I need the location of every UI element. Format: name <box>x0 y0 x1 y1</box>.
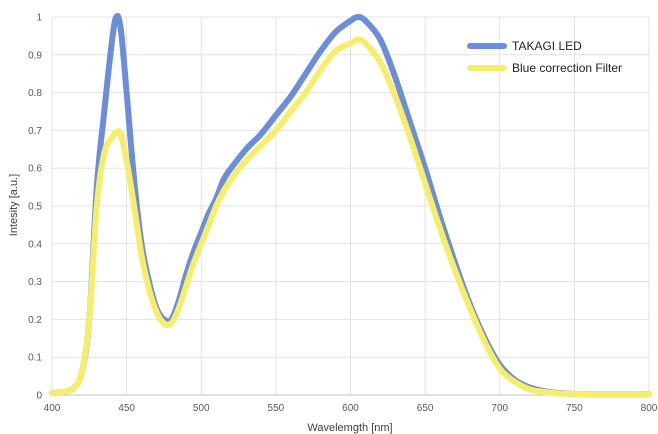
x-tick-label: 750 <box>566 403 583 414</box>
x-tick-label: 400 <box>44 403 61 414</box>
y-tick-label: 0.1 <box>28 353 42 364</box>
series-lines <box>49 12 652 398</box>
x-tick-label: 500 <box>193 403 210 414</box>
x-axis-ticks: 400 450 500 550 600 650 700 750 800 <box>44 403 658 414</box>
y-tick-label: 0.3 <box>28 277 42 288</box>
y-axis-title: Intesity [a.u.] <box>8 174 20 236</box>
y-tick-label: 0.8 <box>28 88 42 99</box>
y-tick-label: 0.7 <box>28 126 42 137</box>
legend-label-1: TAKAGI LED <box>512 39 582 53</box>
y-tick-label: 0.4 <box>28 239 42 250</box>
y-tick-label: 1 <box>36 13 42 24</box>
grid-lines <box>51 16 650 396</box>
x-tick-label: 450 <box>118 403 135 414</box>
x-tick-label: 700 <box>491 403 508 414</box>
x-tick-label: 800 <box>641 403 658 414</box>
y-tick-label: 0 <box>36 391 42 402</box>
y-tick-label: 0.2 <box>28 315 42 326</box>
legend: TAKAGI LED Blue correction Filter <box>467 39 622 75</box>
y-tick-label: 0.6 <box>28 164 42 175</box>
y-tick-label: 0.5 <box>28 202 42 213</box>
y-axis-ticks: 0 0.1 0.2 0.3 0.4 0.5 0.6 0.7 0.8 0.9 1 <box>28 13 42 402</box>
x-tick-label: 600 <box>342 403 359 414</box>
legend-label-2: Blue correction Filter <box>512 61 622 75</box>
x-axis-title: Wavelemgth [nm] <box>307 422 392 434</box>
series-line-2 <box>49 36 652 398</box>
x-tick-label: 550 <box>268 403 285 414</box>
y-tick-label: 0.9 <box>28 50 42 61</box>
x-tick-label: 650 <box>417 403 434 414</box>
